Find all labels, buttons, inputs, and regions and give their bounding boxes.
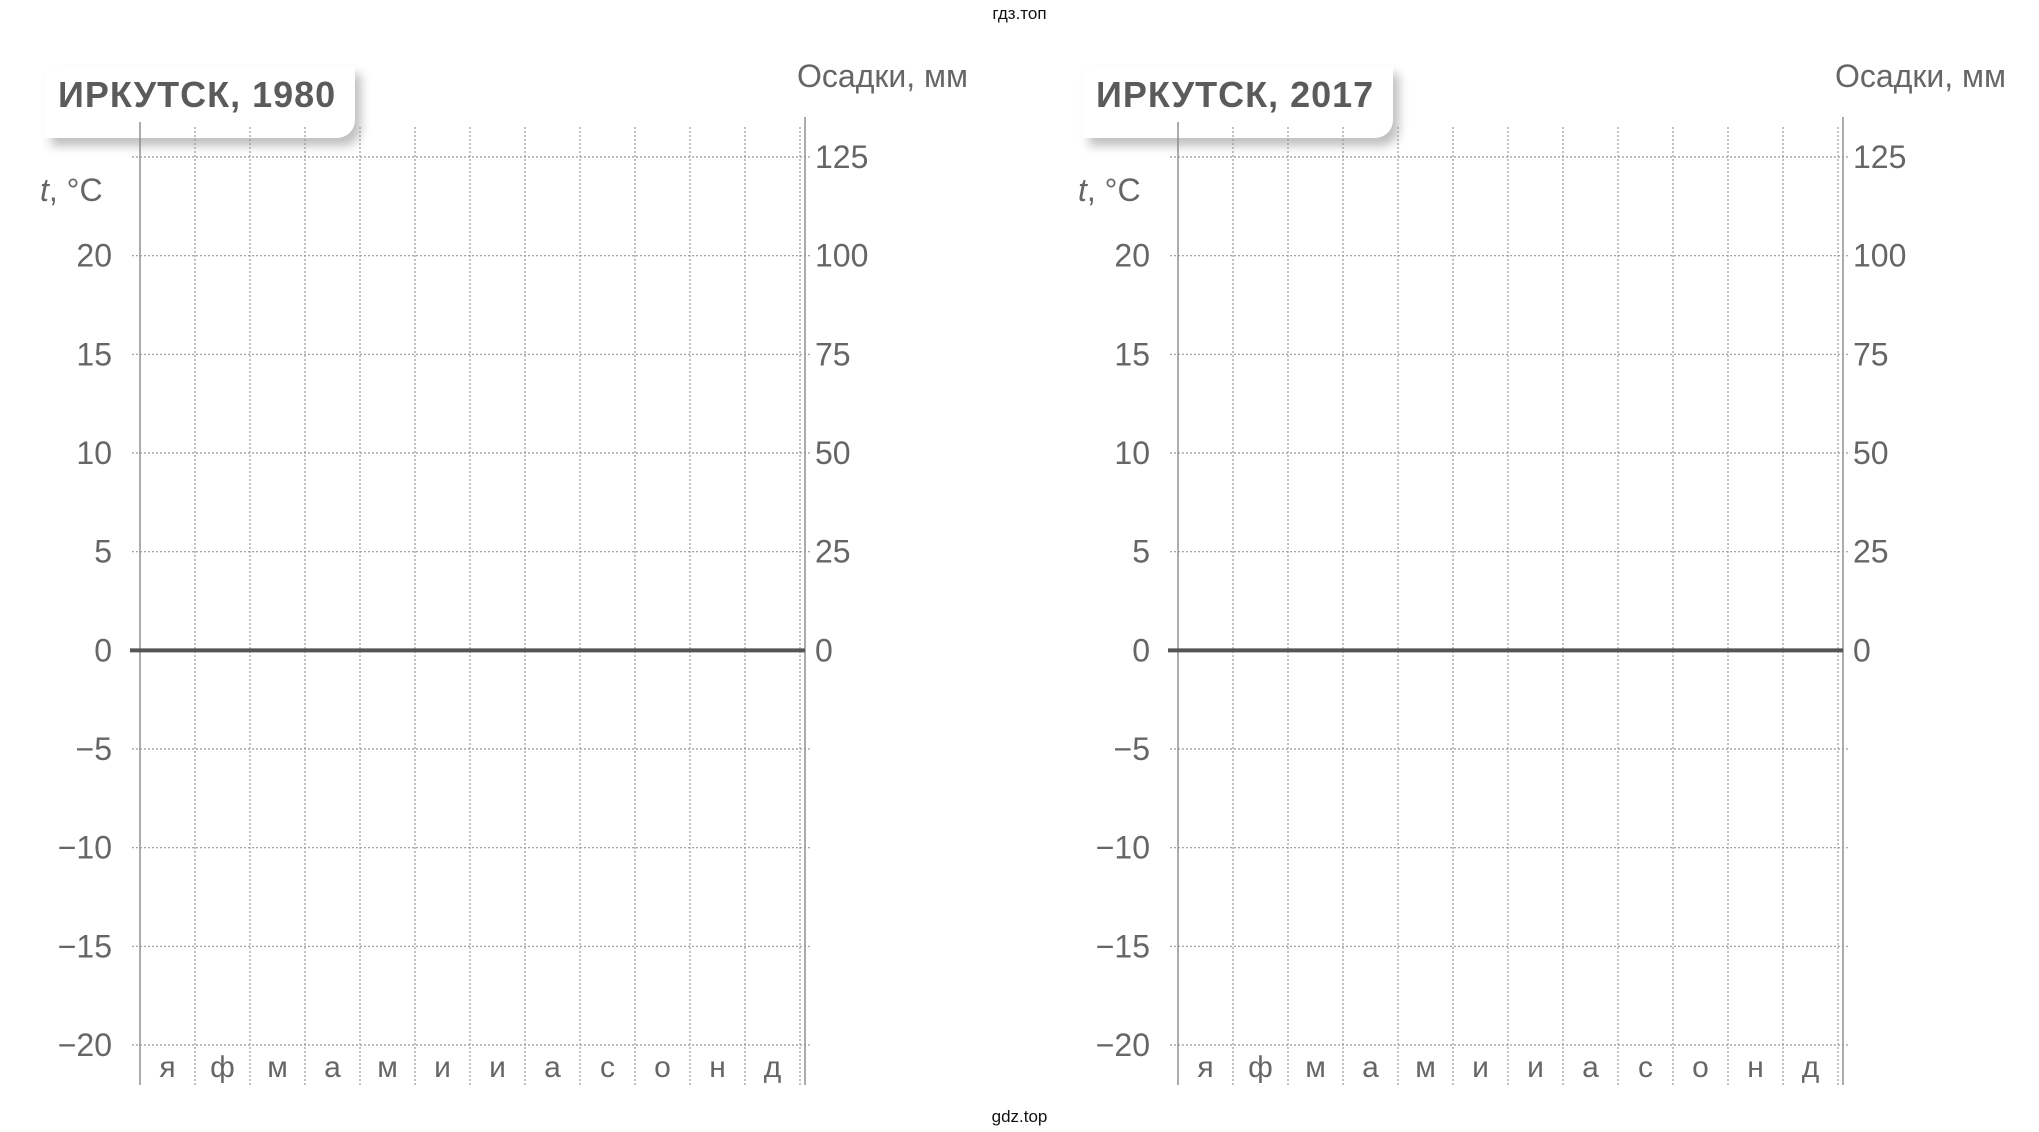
temp-tick-label: 5 (94, 534, 112, 570)
month-label: и (1527, 1051, 1544, 1084)
month-label: д (764, 1051, 782, 1084)
precip-tick-label: 0 (1853, 632, 1871, 668)
chart-title: ИРКУТСК, 2017 (1096, 74, 1375, 115)
temp-tick-label: −15 (1096, 928, 1150, 964)
temp-tick-label: −5 (76, 731, 112, 767)
temp-tick-label: −15 (58, 928, 112, 964)
temp-axis-unit: , °C (1086, 172, 1141, 208)
month-label: с (1638, 1051, 1653, 1084)
temp-tick-label: −20 (58, 1027, 112, 1063)
temp-tick-label: 0 (94, 632, 112, 668)
month-label: а (1362, 1051, 1379, 1084)
precip-tick-label: 75 (1853, 336, 1889, 372)
month-label: и (1472, 1051, 1489, 1084)
month-label: а (544, 1051, 561, 1084)
watermark-bottom: gdz.top (991, 1107, 1048, 1126)
month-label: и (434, 1051, 451, 1084)
month-label: д (1802, 1051, 1820, 1084)
precip-tick-label: 100 (1853, 238, 1906, 274)
month-label: с (600, 1051, 615, 1084)
precip-tick-label: 75 (815, 336, 851, 372)
title-tab (1083, 66, 1393, 138)
chart-panel-2017: ИРКУТСК, 2017 Осадки, мм t, °C 20 15 10 5 0−… (1038, 40, 2039, 1100)
precip-tick-label: 50 (815, 435, 851, 471)
temp-axis-unit: , °C (48, 172, 103, 208)
month-label: о (1692, 1051, 1709, 1084)
temp-tick-label: 20 (1114, 238, 1150, 274)
temp-tick-label: −5 (1114, 731, 1150, 767)
watermark-top: гдз.топ (992, 4, 1047, 23)
precip-tick-label: 125 (815, 139, 868, 175)
precip-axis-label: Осадки, мм (1835, 58, 2007, 94)
month-label: м (1305, 1051, 1326, 1084)
temp-tick-label: 10 (76, 435, 112, 471)
temp-axis-var: t (40, 172, 49, 208)
temp-tick-label: −10 (58, 830, 112, 866)
month-label: о (654, 1051, 671, 1084)
precip-axis-label: Осадки, мм (797, 58, 969, 94)
temp-tick-label: 10 (1114, 435, 1150, 471)
month-label: м (377, 1051, 398, 1084)
title-tab (45, 66, 355, 138)
temp-axis-var: t (1078, 172, 1087, 208)
temp-tick-label: −20 (1096, 1027, 1150, 1063)
temp-tick-label: 20 (76, 238, 112, 274)
precip-tick-label: 100 (815, 238, 868, 274)
month-label: н (709, 1051, 726, 1084)
temp-axis-label: t, °C (1078, 172, 1141, 209)
month-label: ф (1248, 1051, 1273, 1084)
month-label: н (1747, 1051, 1764, 1084)
precip-tick-label: 25 (815, 534, 851, 570)
temp-tick-label: −10 (1096, 830, 1150, 866)
temp-axis-label: t, °C (40, 172, 103, 209)
month-label: я (1197, 1051, 1213, 1084)
temp-tick-label: 5 (1132, 534, 1150, 570)
month-label: м (267, 1051, 288, 1084)
precip-tick-label: 125 (1853, 139, 1906, 175)
precip-tick-label: 50 (1853, 435, 1889, 471)
month-label: а (324, 1051, 341, 1084)
precip-tick-label: 0 (815, 632, 833, 668)
chart-title: ИРКУТСК, 1980 (58, 74, 337, 115)
temp-tick-label: 15 (76, 336, 112, 372)
month-label: ф (210, 1051, 235, 1084)
precip-tick-label: 25 (1853, 534, 1889, 570)
temp-tick-label: 15 (1114, 336, 1150, 372)
temp-tick-label: 0 (1132, 632, 1150, 668)
month-label: м (1415, 1051, 1436, 1084)
month-label: я (159, 1051, 175, 1084)
month-label: а (1582, 1051, 1599, 1084)
month-label: и (489, 1051, 506, 1084)
chart-panel-1980: ИРКУТСК, 1980 Осадки, мм t, °C 20 15 10 5 0−… (0, 40, 1040, 1100)
